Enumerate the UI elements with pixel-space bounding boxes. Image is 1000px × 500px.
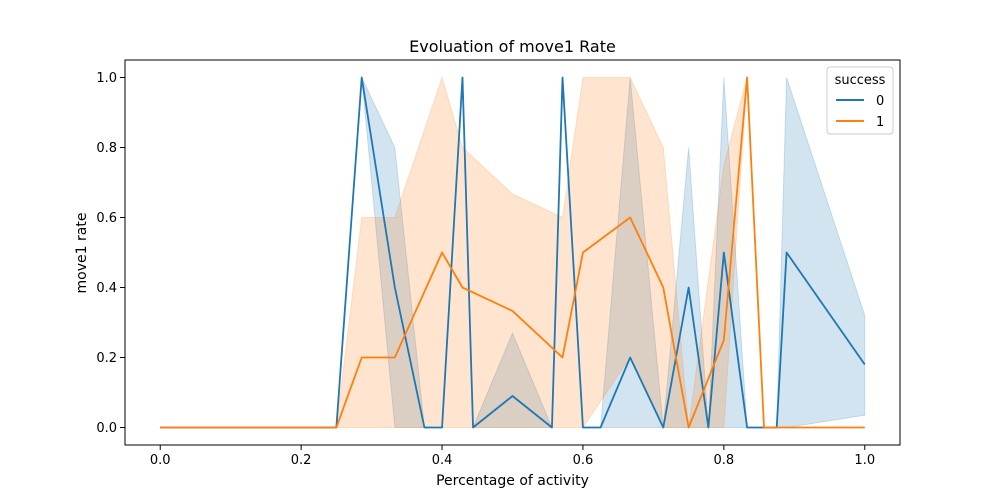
x-tick-label: 0.6 <box>573 453 594 468</box>
y-tick-label: 0.6 <box>96 211 117 226</box>
line-series-0 <box>160 76 866 429</box>
y-tick-label: 0.4 <box>96 281 117 296</box>
ci-band-series-0 <box>160 75 866 428</box>
y-tick-label: 0.2 <box>96 351 117 366</box>
x-tick-label: 0.8 <box>714 453 735 468</box>
y-tick-label: 0.0 <box>96 421 117 436</box>
x-axis-label: Percentage of activity <box>436 473 589 489</box>
x-tick-label: 0.4 <box>432 453 453 468</box>
x-tick-label: 1.0 <box>854 453 875 468</box>
legend-title: success <box>835 73 886 88</box>
y-tick-label: 0.8 <box>96 141 117 156</box>
x-tick-label: 0.2 <box>291 453 312 468</box>
legend-label-series-1: 1 <box>876 115 884 130</box>
y-axis-label: move1 rate <box>74 213 90 294</box>
legend: success 0 1 <box>826 66 894 135</box>
y-tick-label: 1.0 <box>96 71 117 86</box>
ci-band-series-1 <box>160 75 865 428</box>
axes-frame <box>124 59 901 446</box>
line-series-1 <box>160 76 865 429</box>
legend-label-series-0: 0 <box>876 94 884 109</box>
x-tick-label: 0.0 <box>150 453 171 468</box>
plot-area <box>124 59 901 446</box>
chart-title: Evoluation of move1 Rate <box>409 37 616 56</box>
axis-ticks: 0.0 0.2 0.4 0.6 0.8 1.0 0.0 0.2 0.4 0.6 0.8 1.0 <box>96 71 875 468</box>
